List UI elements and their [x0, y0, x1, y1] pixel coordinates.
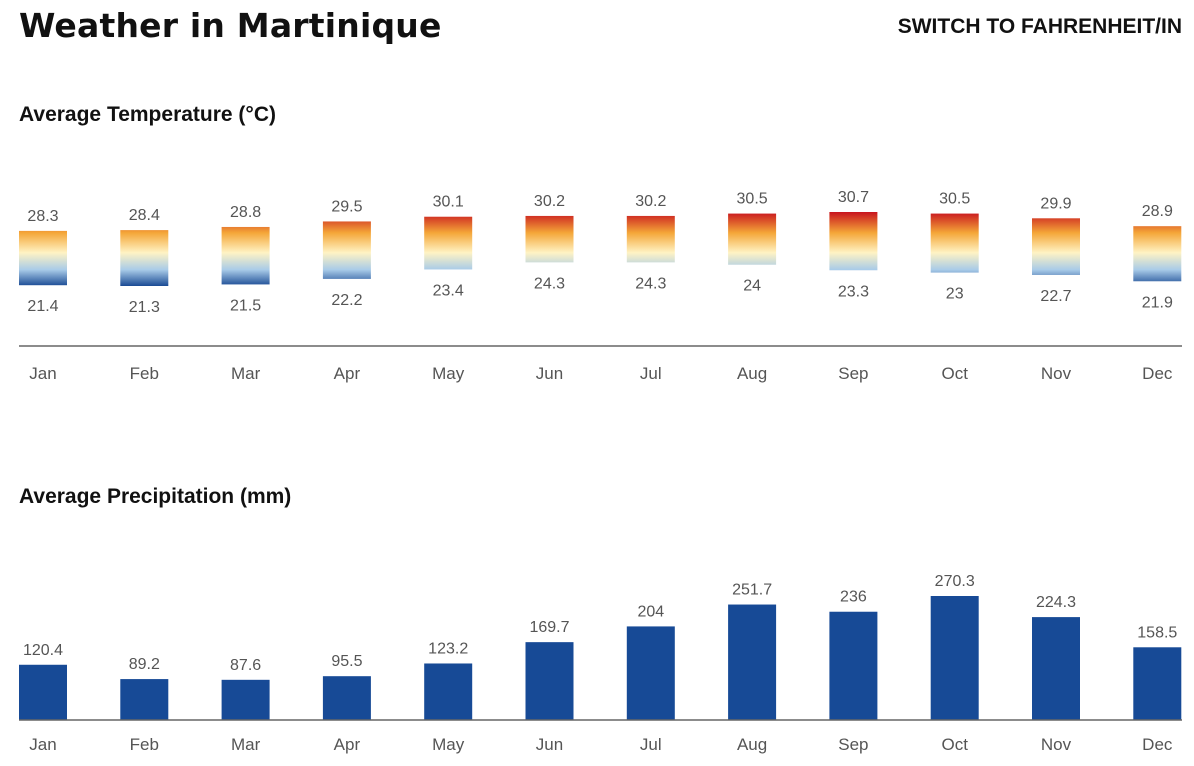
precipitation-value-label: 169.7: [529, 619, 569, 636]
temperature-month-label: Aug: [737, 364, 767, 383]
temperature-month-label: Oct: [941, 364, 968, 383]
precipitation-value-label: 95.5: [331, 653, 362, 670]
temperature-low-label: 21.4: [27, 298, 58, 315]
temperature-month-label: Feb: [130, 364, 159, 383]
temperature-chart: 28.3 21.4 Jan 28.4 21.3 Feb 28.8 21.5 Mar 29.5 22.…: [19, 189, 1182, 383]
temperature-low-label: 21.3: [129, 299, 160, 316]
temperature-month-label: Nov: [1041, 364, 1072, 383]
precipitation-value-label: 158.5: [1137, 624, 1177, 641]
temperature-bar-jan: [19, 230, 67, 286]
precipitation-month-label: Oct: [941, 735, 968, 754]
temperature-high-label: 28.9: [1142, 203, 1173, 220]
temperature-bar-mar: [221, 226, 270, 285]
temperature-bar-aug: [728, 213, 777, 265]
temperature-month-label: May: [432, 364, 465, 383]
precipitation-bar-jul: [626, 626, 675, 720]
precipitation-month-label: Dec: [1142, 735, 1173, 754]
precipitation-month-label: Jul: [640, 735, 662, 754]
precipitation-month-label: Apr: [334, 735, 361, 754]
precipitation-bar-apr: [322, 676, 371, 720]
precipitation-bar-oct: [930, 596, 979, 720]
precipitation-bar-jun: [525, 642, 574, 720]
temperature-month-label: Apr: [334, 364, 361, 383]
precipitation-bar-nov: [1032, 617, 1080, 720]
precipitation-month-label: Feb: [130, 735, 159, 754]
temperature-month-label: Sep: [838, 364, 868, 383]
precipitation-value-label: 204: [637, 603, 664, 620]
precipitation-value-label: 224.3: [1036, 594, 1076, 611]
temperature-bar-jul: [626, 215, 675, 263]
temperature-bar-may: [424, 216, 473, 270]
precipitation-bar-jan: [19, 664, 67, 720]
temperature-low-label: 23.3: [838, 283, 869, 300]
precipitation-chart: 120.4 Jan 89.2 Feb 87.6 Mar 95.5 Apr 123.2 May 169…: [19, 573, 1182, 754]
temperature-month-label: Jul: [640, 364, 662, 383]
precipitation-bar-may: [424, 663, 473, 720]
temperature-bar-apr: [322, 221, 371, 279]
precipitation-month-label: Nov: [1041, 735, 1072, 754]
temperature-low-label: 21.9: [1142, 294, 1173, 311]
precipitation-month-label: Sep: [838, 735, 868, 754]
temperature-low-label: 22.7: [1040, 288, 1071, 305]
temperature-high-label: 30.7: [838, 189, 869, 206]
precipitation-month-label: Jan: [29, 735, 56, 754]
precipitation-value-label: 89.2: [129, 656, 160, 673]
precipitation-value-label: 251.7: [732, 582, 772, 599]
temperature-bar-feb: [120, 230, 169, 286]
temperature-low-label: 24.3: [635, 275, 666, 292]
temperature-high-label: 30.2: [635, 193, 666, 210]
precipitation-month-label: May: [432, 735, 465, 754]
precipitation-value-label: 123.2: [428, 640, 468, 657]
temperature-month-label: Jan: [29, 364, 56, 383]
temperature-month-label: Mar: [231, 364, 261, 383]
temperature-low-label: 22.2: [331, 292, 362, 309]
switch-units-button[interactable]: SWITCH TO FAHRENHEIT/IN: [897, 15, 1182, 38]
temperature-bar-nov: [1032, 218, 1080, 275]
temperature-low-label: 24: [743, 278, 761, 295]
temperature-high-label: 28.3: [27, 208, 58, 225]
temperature-high-label: 30.5: [737, 191, 768, 208]
precipitation-bar-aug: [728, 604, 777, 720]
precipitation-month-label: Aug: [737, 735, 767, 754]
precipitation-bar-dec: [1133, 647, 1182, 720]
temperature-chart-title: Average Temperature (°C): [19, 103, 276, 126]
precipitation-value-label: 120.4: [23, 642, 63, 659]
temperature-bar-oct: [930, 213, 979, 273]
temperature-bar-dec: [1133, 226, 1182, 282]
temperature-bar-sep: [829, 212, 878, 271]
precipitation-value-label: 270.3: [935, 573, 975, 590]
precipitation-month-label: Jun: [536, 735, 563, 754]
temperature-low-label: 23: [946, 286, 964, 303]
precipitation-bar-mar: [221, 679, 270, 720]
precipitation-bar-sep: [829, 611, 878, 720]
temperature-low-label: 24.3: [534, 275, 565, 292]
precipitation-value-label: 236: [840, 589, 867, 606]
temperature-low-label: 21.5: [230, 297, 261, 314]
temperature-high-label: 30.1: [433, 194, 464, 211]
temperature-high-label: 28.4: [129, 207, 160, 224]
precipitation-chart-title: Average Precipitation (mm): [19, 485, 292, 508]
page-title: Weather in Martinique: [19, 6, 442, 45]
temperature-high-label: 30.5: [939, 191, 970, 208]
temperature-high-label: 29.5: [331, 198, 362, 215]
temperature-month-label: Dec: [1142, 364, 1173, 383]
temperature-high-label: 30.2: [534, 193, 565, 210]
precipitation-bar-feb: [120, 679, 169, 720]
temperature-high-label: 29.9: [1040, 195, 1071, 212]
temperature-high-label: 28.8: [230, 204, 261, 221]
precipitation-month-label: Mar: [231, 735, 261, 754]
temperature-bar-jun: [525, 215, 574, 263]
precipitation-value-label: 87.6: [230, 657, 261, 674]
temperature-month-label: Jun: [536, 364, 563, 383]
temperature-low-label: 23.4: [433, 282, 464, 299]
